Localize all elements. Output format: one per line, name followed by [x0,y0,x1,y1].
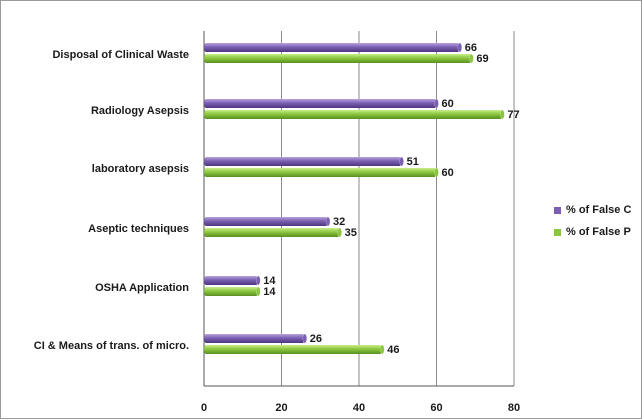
data-label: 14 [263,275,276,287]
x-tick-label: 60 [430,402,442,414]
data-label: 46 [387,344,399,356]
x-tick-label: 20 [275,402,287,414]
data-label: 69 [476,53,488,65]
data-label: 51 [407,156,419,168]
bar-of-false-p [204,228,340,237]
bar-of-false-p [204,345,383,354]
bar-of-false-c [204,217,328,226]
x-tick-label: 80 [508,402,520,414]
legend-swatch-false-c [554,206,561,214]
data-label: 60 [442,98,454,110]
category-label: OSHA Application [95,282,189,294]
data-label: 35 [345,227,357,239]
data-label: 14 [263,286,276,298]
data-label: 60 [442,167,454,179]
bar-end-cap [380,344,385,355]
bar-of-false-c [204,43,460,52]
bar-end-cap [434,98,439,109]
bar-end-cap [256,286,261,297]
chart-legend: % of False C % of False P [554,199,631,243]
data-label: 26 [310,333,322,345]
bar-of-false-c [204,99,437,108]
category-label: laboratory asepsis [92,163,189,175]
bar-of-false-p [204,168,437,177]
data-label: 32 [333,216,345,228]
legend-item-false-c: % of False C [554,199,631,221]
bar-end-cap [469,53,474,64]
data-label: 77 [507,109,519,121]
bar-end-cap [500,109,505,120]
category-label: Aseptic techniques [88,223,189,235]
x-tick-label: 40 [353,402,365,414]
category-label: Radiology Asepsis [91,105,189,117]
bar-end-cap [457,42,462,53]
bar-end-cap [256,275,261,286]
bar-of-false-p [204,110,503,119]
category-label: Disposal of Clinical Waste [52,49,189,61]
x-tick-label: 0 [201,402,207,414]
bar-end-cap [434,167,439,178]
legend-swatch-false-p [554,228,561,236]
category-label: CI & Means of trans. of micro. [34,340,189,352]
bar-end-cap [302,333,307,344]
bar-of-false-p [204,287,259,296]
bar-end-cap [337,227,342,238]
legend-label-false-p: % of False P [566,226,631,238]
bar-of-false-c [204,157,402,166]
bar-end-cap [399,156,404,167]
bar-of-false-c [204,276,259,285]
legend-label-false-c: % of False C [566,204,632,216]
bar-of-false-p [204,54,472,63]
legend-item-false-p: % of False P [554,221,631,243]
bar-end-cap [325,216,331,227]
bar-of-false-c [204,334,305,343]
data-label: 66 [465,42,477,54]
